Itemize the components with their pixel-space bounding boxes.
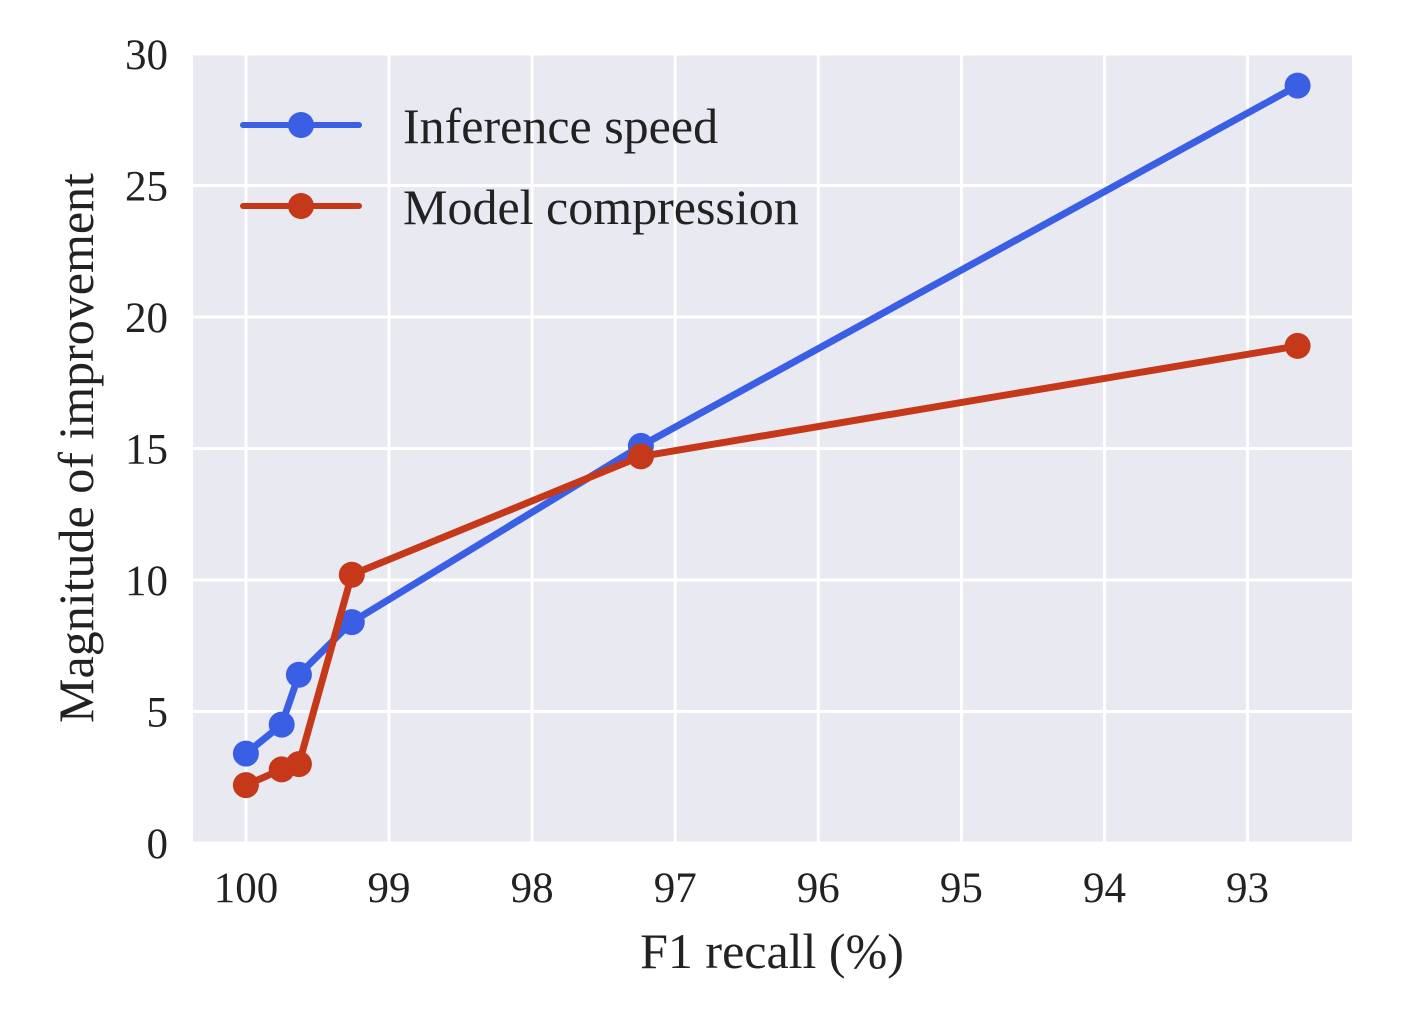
y-tick-label: 5 bbox=[147, 690, 169, 737]
x-tick-label: 100 bbox=[214, 865, 279, 912]
x-axis-label: F1 recall (%) bbox=[640, 923, 904, 979]
x-tick-label: 99 bbox=[368, 865, 411, 912]
x-tick-label: 93 bbox=[1226, 865, 1269, 912]
x-tick-label: 97 bbox=[654, 865, 697, 912]
data-point-model-compression bbox=[627, 443, 654, 470]
series-layer bbox=[232, 72, 1311, 799]
legend-marker-inference-speed bbox=[288, 112, 314, 138]
data-point-inference-speed bbox=[338, 609, 365, 636]
data-point-model-compression bbox=[338, 561, 365, 588]
data-point-model-compression bbox=[232, 772, 259, 799]
data-point-inference-speed bbox=[232, 740, 259, 767]
legend: Inference speed Model compression bbox=[240, 98, 799, 235]
y-tick-label: 25 bbox=[125, 164, 168, 211]
data-point-inference-speed bbox=[1284, 72, 1311, 99]
data-point-model-compression bbox=[1284, 332, 1311, 359]
grid-lines bbox=[193, 52, 1352, 845]
y-tick-label: 20 bbox=[125, 295, 168, 342]
legend-label-inference-speed: Inference speed bbox=[403, 98, 718, 154]
x-tick-label: 95 bbox=[940, 865, 983, 912]
x-tick-label: 96 bbox=[797, 865, 840, 912]
y-tick-label: 10 bbox=[125, 558, 168, 605]
legend-label-model-compression: Model compression bbox=[403, 179, 799, 235]
x-tick-label: 94 bbox=[1083, 865, 1126, 912]
data-point-inference-speed bbox=[268, 711, 295, 738]
y-tick-label: 30 bbox=[125, 32, 168, 79]
legend-marker-model-compression bbox=[288, 193, 314, 219]
x-tick-label: 98 bbox=[511, 865, 554, 912]
y-tick-label: 0 bbox=[147, 821, 169, 868]
y-tick-label: 15 bbox=[125, 427, 168, 474]
y-axis-label: Magnitude of improvement bbox=[48, 173, 104, 723]
data-point-model-compression bbox=[285, 751, 312, 778]
data-point-inference-speed bbox=[285, 661, 312, 688]
x-axis-ticks: 100 99 98 97 96 95 94 93 bbox=[214, 865, 1269, 912]
y-axis-ticks: 0 5 10 15 20 25 30 bbox=[125, 32, 168, 868]
